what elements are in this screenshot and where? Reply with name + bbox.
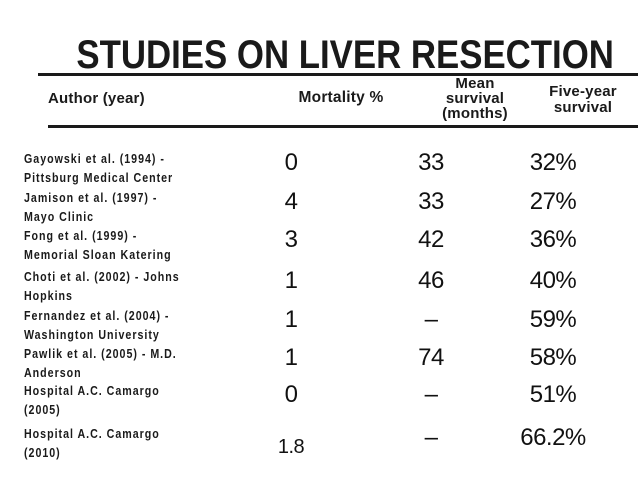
- five-year-cell: 27%: [529, 188, 577, 215]
- author-line2: Mayo Clinic: [24, 209, 95, 224]
- mean-survival-cell: 33: [418, 149, 444, 176]
- mortality-cell: 0: [284, 149, 298, 176]
- table-row: Gayowski et al. (1994) - Pittsburg Medic…: [0, 149, 638, 189]
- mean-survival-header-line2: survival: [445, 90, 505, 107]
- mortality-cell: 4: [284, 188, 298, 215]
- mean-survival-header-line1: Mean: [455, 75, 495, 92]
- author-line2: Anderson: [24, 365, 82, 380]
- author-line2: Hopkins: [24, 288, 73, 303]
- title-underline: [38, 73, 638, 76]
- five-year-cell: 58%: [529, 344, 577, 371]
- table-row: Hospital A.C. Camargo (2005) 0 – 51%: [0, 381, 638, 421]
- mean-survival-cell: 42: [418, 226, 444, 253]
- five-year-cell: 66.2%: [520, 424, 586, 451]
- column-header-author: Author (year): [48, 90, 145, 107]
- five-year-header-line2: survival: [553, 99, 613, 116]
- author-cell: Fernandez et al. (2004) - Washington Uni…: [24, 306, 270, 344]
- author-line1: Fernandez et al. (2004) -: [24, 308, 170, 323]
- author-cell: Pawlik et al. (2005) - M.D. Anderson: [24, 344, 270, 382]
- table-row: Choti et al. (2002) - Johns Hopkins 1 46…: [0, 267, 638, 307]
- mortality-cell: 1: [284, 267, 298, 294]
- author-cell: Jamison et al. (1997) - Mayo Clinic: [24, 188, 270, 226]
- five-year-cell: 32%: [529, 149, 577, 176]
- author-line2: Pittsburg Medical Center: [24, 170, 174, 185]
- author-line1: Hospital A.C. Camargo: [24, 426, 160, 441]
- mean-survival-cell: –: [424, 424, 438, 451]
- mortality-cell: 1: [284, 306, 298, 333]
- header-underline: [48, 125, 638, 128]
- table-row: Hospital A.C. Camargo (2010) 1.8 – 66.2%: [0, 424, 638, 464]
- author-line2: Washington University: [24, 327, 160, 342]
- five-year-cell: 40%: [529, 267, 577, 294]
- mean-survival-cell: –: [424, 381, 438, 408]
- table-row: Fernandez et al. (2004) - Washington Uni…: [0, 306, 638, 346]
- mortality-cell: 1: [284, 344, 298, 371]
- author-cell: Fong et al. (1999) - Memorial Sloan Kate…: [24, 226, 270, 264]
- mean-survival-cell: 74: [418, 344, 444, 371]
- author-cell: Choti et al. (2002) - Johns Hopkins: [24, 267, 270, 305]
- mean-survival-header-line3: (months): [442, 105, 508, 122]
- table-row: Pawlik et al. (2005) - M.D. Anderson 1 7…: [0, 344, 638, 384]
- mean-survival-cell: –: [424, 306, 438, 333]
- mortality-cell: 0: [284, 381, 298, 408]
- author-line1: Pawlik et al. (2005) - M.D.: [24, 346, 177, 361]
- author-line1: Hospital A.C. Camargo: [24, 383, 160, 398]
- mortality-cell: 1.8: [277, 436, 305, 458]
- mortality-cell: 3: [284, 226, 298, 253]
- five-year-header-line1: Five-year: [549, 83, 617, 100]
- author-line2: Memorial Sloan Katering: [24, 247, 172, 262]
- author-line1: Fong et al. (1999) -: [24, 228, 138, 243]
- mean-survival-cell: 33: [418, 188, 444, 215]
- column-header-mean-survival: Mean survival (months): [375, 76, 575, 121]
- mean-survival-cell: 46: [418, 267, 444, 294]
- five-year-cell: 59%: [529, 306, 577, 333]
- five-year-cell: 36%: [529, 226, 577, 253]
- author-line1: Gayowski et al. (1994) -: [24, 151, 165, 166]
- author-line2: (2010): [24, 445, 61, 460]
- table-row: Fong et al. (1999) - Memorial Sloan Kate…: [0, 226, 638, 266]
- table-row: Jamison et al. (1997) - Mayo Clinic 4 33…: [0, 188, 638, 228]
- author-cell: Gayowski et al. (1994) - Pittsburg Medic…: [24, 149, 270, 187]
- column-header-five-year: Five-year survival: [483, 84, 638, 116]
- author-cell: Hospital A.C. Camargo (2010): [24, 424, 270, 462]
- author-line1: Jamison et al. (1997) -: [24, 190, 158, 205]
- author-line2: (2005): [24, 402, 61, 417]
- column-header-mortality: Mortality %: [298, 89, 384, 106]
- five-year-cell: 51%: [529, 381, 577, 408]
- author-cell: Hospital A.C. Camargo (2005): [24, 381, 270, 419]
- slide-title: STUDIES ON LIVER RESECTION: [76, 33, 614, 77]
- author-line1: Choti et al. (2002) - Johns: [24, 269, 180, 284]
